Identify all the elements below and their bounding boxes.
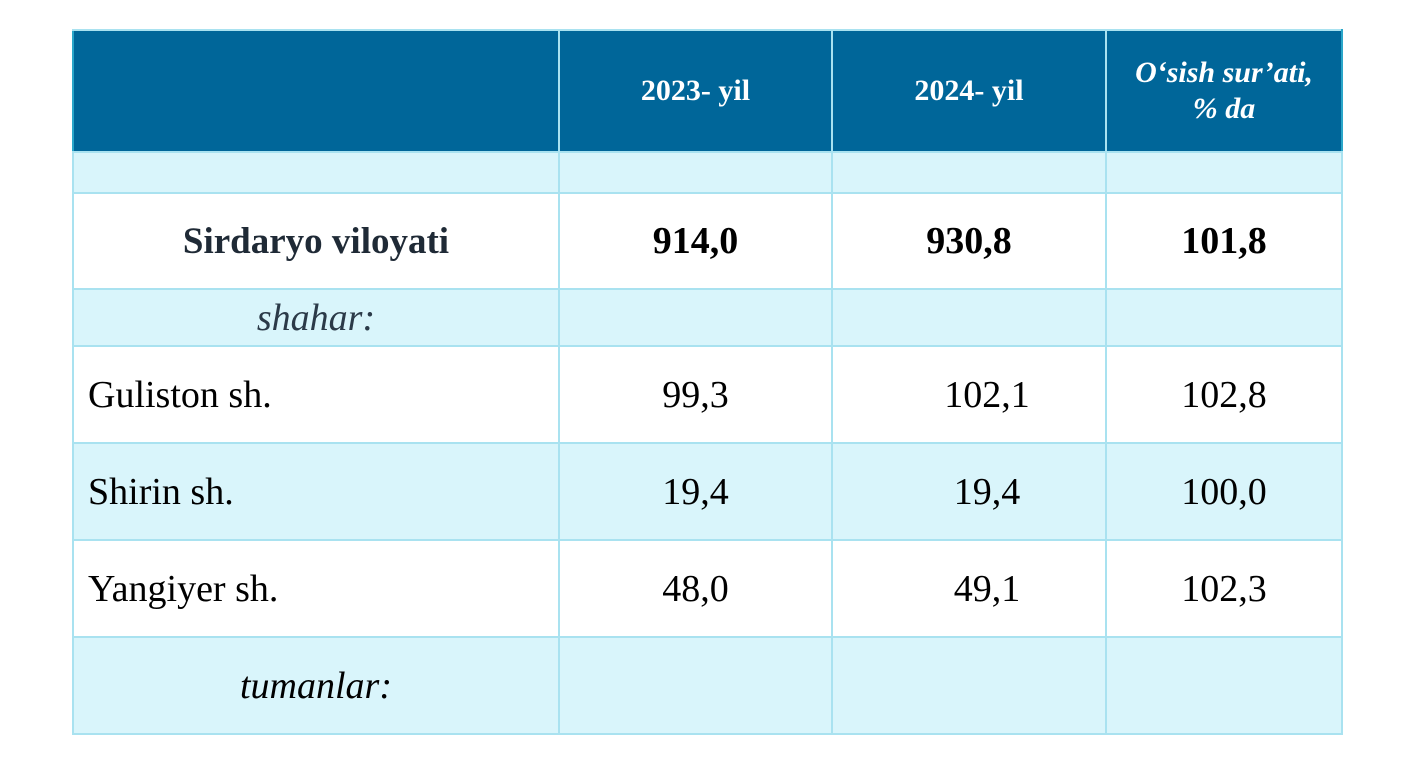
cell-2023: 99,3 <box>558 345 833 444</box>
group-label-districts: tumanlar: <box>72 636 560 735</box>
spacer-row <box>72 151 1343 194</box>
cell-2024: 49,1 <box>831 539 1107 638</box>
table-row: Shirin sh. 19,4 19,4 100,0 <box>72 442 1343 541</box>
cell-2024-value: 49,1 <box>953 567 1021 610</box>
header-region <box>72 29 560 153</box>
row-label: Guliston sh. <box>72 345 560 444</box>
cell-growth: 102,8 <box>1105 345 1343 444</box>
total-2024: 930,8 <box>831 192 1107 290</box>
table-row: Yangiyer sh. 48,0 49,1 102,3 <box>72 539 1343 638</box>
cell-2024-value: 19,4 <box>953 470 1021 513</box>
cell-2024: 102,1 <box>831 345 1107 444</box>
cell-growth: 100,0 <box>1105 442 1343 541</box>
cell-2024: 19,4 <box>831 442 1107 541</box>
header-row: 2023- yil 2024- yil O‘sish sur’ati, % da <box>72 29 1343 153</box>
row-label: Shirin sh. <box>72 442 560 541</box>
total-row: Sirdaryo viloyati 914,0 930,8 101,8 <box>72 192 1343 290</box>
total-2023: 914,0 <box>558 192 833 290</box>
group-label-cities: shahar: <box>72 288 560 347</box>
group-row-cities: shahar: <box>72 288 1343 347</box>
cell-2024-value: 102,1 <box>944 373 1030 416</box>
cell-2023: 19,4 <box>558 442 833 541</box>
header-growth-line2: % da <box>1192 92 1256 125</box>
header-2024: 2024- yil <box>831 29 1107 153</box>
header-2023: 2023- yil <box>558 29 833 153</box>
population-table: 2023- yil 2024- yil O‘sish sur’ati, % da… <box>72 29 1343 735</box>
table-row: Guliston sh. 99,3 102,1 102,8 <box>72 345 1343 444</box>
cell-growth: 102,3 <box>1105 539 1343 638</box>
header-growth-rate: O‘sish sur’ati, % da <box>1105 29 1343 153</box>
cell-2023: 48,0 <box>558 539 833 638</box>
header-growth-line1: O‘sish sur’ati, <box>1135 56 1313 89</box>
total-growth: 101,8 <box>1105 192 1343 290</box>
total-label: Sirdaryo viloyati <box>72 192 560 290</box>
group-row-districts: tumanlar: <box>72 636 1343 735</box>
row-label: Yangiyer sh. <box>72 539 560 638</box>
